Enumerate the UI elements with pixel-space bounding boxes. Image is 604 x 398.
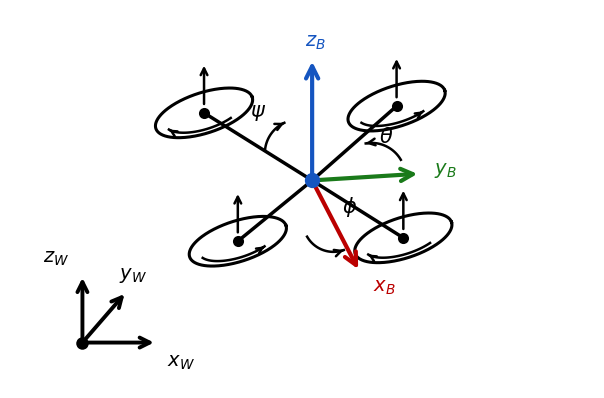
Text: $\theta$: $\theta$ <box>379 127 394 146</box>
Text: $x_W$: $x_W$ <box>167 353 195 372</box>
Text: $z_B$: $z_B$ <box>305 33 326 52</box>
Text: $x_B$: $x_B$ <box>373 278 396 297</box>
Text: $z_W$: $z_W$ <box>43 249 69 268</box>
Text: $\phi$: $\phi$ <box>342 195 357 219</box>
Text: $y_W$: $y_W$ <box>119 266 147 285</box>
Text: $y_B$: $y_B$ <box>434 161 456 180</box>
Text: $\psi$: $\psi$ <box>250 103 266 123</box>
